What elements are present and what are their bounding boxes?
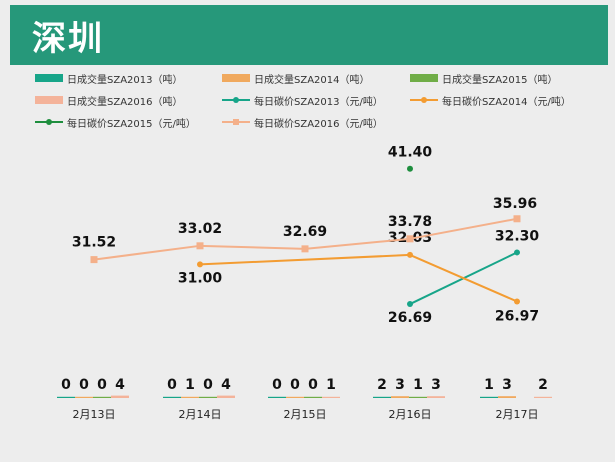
x-tick-label: 2月14日 (179, 408, 222, 421)
legend-label: 日成交量SZA2014（吨） (254, 74, 370, 86)
volume-bar (163, 396, 181, 398)
bar-value-label: 3 (395, 377, 405, 393)
volume-bar (57, 396, 75, 398)
price-point (301, 245, 309, 253)
legend-line-swatch (410, 94, 438, 106)
legend-label: 每日碳价SZA2015（元/吨） (67, 118, 196, 130)
price-value-label: 26.69 (388, 310, 432, 326)
legend-item: 每日碳价SZA2013（元/吨） (222, 90, 383, 110)
legend-bar-swatch (35, 72, 63, 84)
bar-value-label: 2 (538, 377, 548, 393)
legend-bar-swatch (35, 94, 63, 106)
volume-bar (480, 396, 498, 398)
volume-bar (373, 396, 391, 398)
volume-bar (93, 396, 111, 398)
price-line-segment (304, 237, 411, 250)
price-point (197, 261, 203, 268)
price-line-segment (93, 244, 201, 261)
legend-bar-swatch (222, 72, 250, 84)
legend-line-swatch (35, 116, 63, 128)
header-banner: 深圳 (10, 5, 608, 65)
bar-value-label: 4 (221, 377, 231, 393)
price-value-label: 33.02 (178, 221, 222, 237)
price-value-label: 41.40 (388, 145, 433, 161)
volume-bar (268, 396, 286, 398)
volume-bar (286, 396, 304, 398)
volume-bar (217, 395, 235, 398)
price-point (514, 249, 520, 256)
volume-bar (181, 396, 199, 398)
bar-value-label: 0 (290, 377, 300, 393)
bar-value-label: 0 (79, 377, 89, 393)
price-line-segment (199, 244, 306, 250)
volume-bar (322, 396, 340, 398)
legend-line-swatch (222, 94, 250, 106)
price-point (90, 256, 98, 264)
legend-item: 日成交量SZA2016（吨） (35, 90, 183, 110)
volume-bar (111, 395, 129, 398)
chart-title: 深圳 (32, 19, 104, 59)
volume-bar (391, 396, 409, 398)
legend-item: 日成交量SZA2013（吨） (35, 68, 183, 88)
legend-bar-swatch (410, 72, 438, 84)
legend-label: 每日碳价SZA2013（元/吨） (254, 96, 383, 108)
price-value-label: 31.00 (178, 270, 223, 286)
bar-value-label: 2 (377, 377, 387, 393)
bar-value-label: 0 (203, 377, 213, 393)
bar-value-label: 1 (484, 377, 494, 393)
bar-value-label: 1 (185, 377, 195, 393)
price-value-label: 31.52 (72, 235, 116, 251)
bar-value-label: 3 (431, 377, 441, 393)
bar-value-label: 0 (272, 377, 282, 393)
price-point (513, 215, 521, 223)
legend-item: 每日碳价SZA2015（元/吨） (35, 112, 196, 132)
price-point (514, 298, 520, 305)
legend-item: 日成交量SZA2014（吨） (222, 68, 370, 88)
bar-value-label: 0 (308, 377, 318, 393)
volume-bar (409, 396, 427, 398)
x-tick-label: 2月13日 (73, 408, 116, 421)
x-tick-label: 2月16日 (389, 408, 432, 421)
price-value-label: 32.30 (495, 228, 540, 244)
price-line-segment (409, 217, 518, 240)
price-point (407, 165, 413, 172)
price-line-segment (199, 253, 411, 266)
bar-value-label: 0 (61, 377, 71, 393)
price-value-label: 33.78 (388, 214, 432, 230)
volume-bar (199, 396, 217, 398)
volume-bar (75, 396, 93, 398)
price-point (407, 301, 413, 308)
volume-bar (427, 396, 445, 398)
bar-value-label: 1 (413, 377, 423, 393)
legend-label: 每日碳价SZA2016（元/吨） (254, 118, 383, 130)
x-tick-label: 2月15日 (284, 408, 327, 421)
volume-bar (498, 396, 516, 398)
price-value-label: 32.69 (283, 224, 327, 240)
legend-item: 每日碳价SZA2016（元/吨） (222, 112, 383, 132)
price-value-label: 26.97 (495, 308, 539, 324)
price-line-segment (409, 254, 518, 303)
bar-value-label: 0 (97, 377, 107, 393)
bar-value-label: 1 (326, 377, 336, 393)
bar-value-label: 0 (167, 377, 177, 393)
legend-label: 每日碳价SZA2014（元/吨） (442, 96, 571, 108)
bar-value-label: 4 (115, 377, 125, 393)
legend-label: 日成交量SZA2016（吨） (67, 96, 183, 108)
legend-label: 日成交量SZA2015（吨） (442, 74, 558, 86)
legend-item: 每日碳价SZA2014（元/吨） (410, 90, 571, 110)
legend: 日成交量SZA2013（吨） 日成交量SZA2014（吨） 日成交量SZA2015（… (0, 68, 615, 136)
legend-label: 日成交量SZA2013（吨） (67, 74, 183, 86)
price-point (196, 242, 204, 250)
price-value-label: 35.96 (493, 196, 537, 212)
price-point (407, 251, 413, 258)
x-tick-label: 2月17日 (496, 408, 539, 421)
price-point (406, 235, 414, 243)
bar-value-label: 3 (502, 377, 512, 393)
volume-bar (304, 396, 322, 398)
legend-line-swatch (222, 116, 250, 128)
volume-bar (534, 396, 552, 398)
legend-item: 日成交量SZA2015（吨） (410, 68, 558, 88)
